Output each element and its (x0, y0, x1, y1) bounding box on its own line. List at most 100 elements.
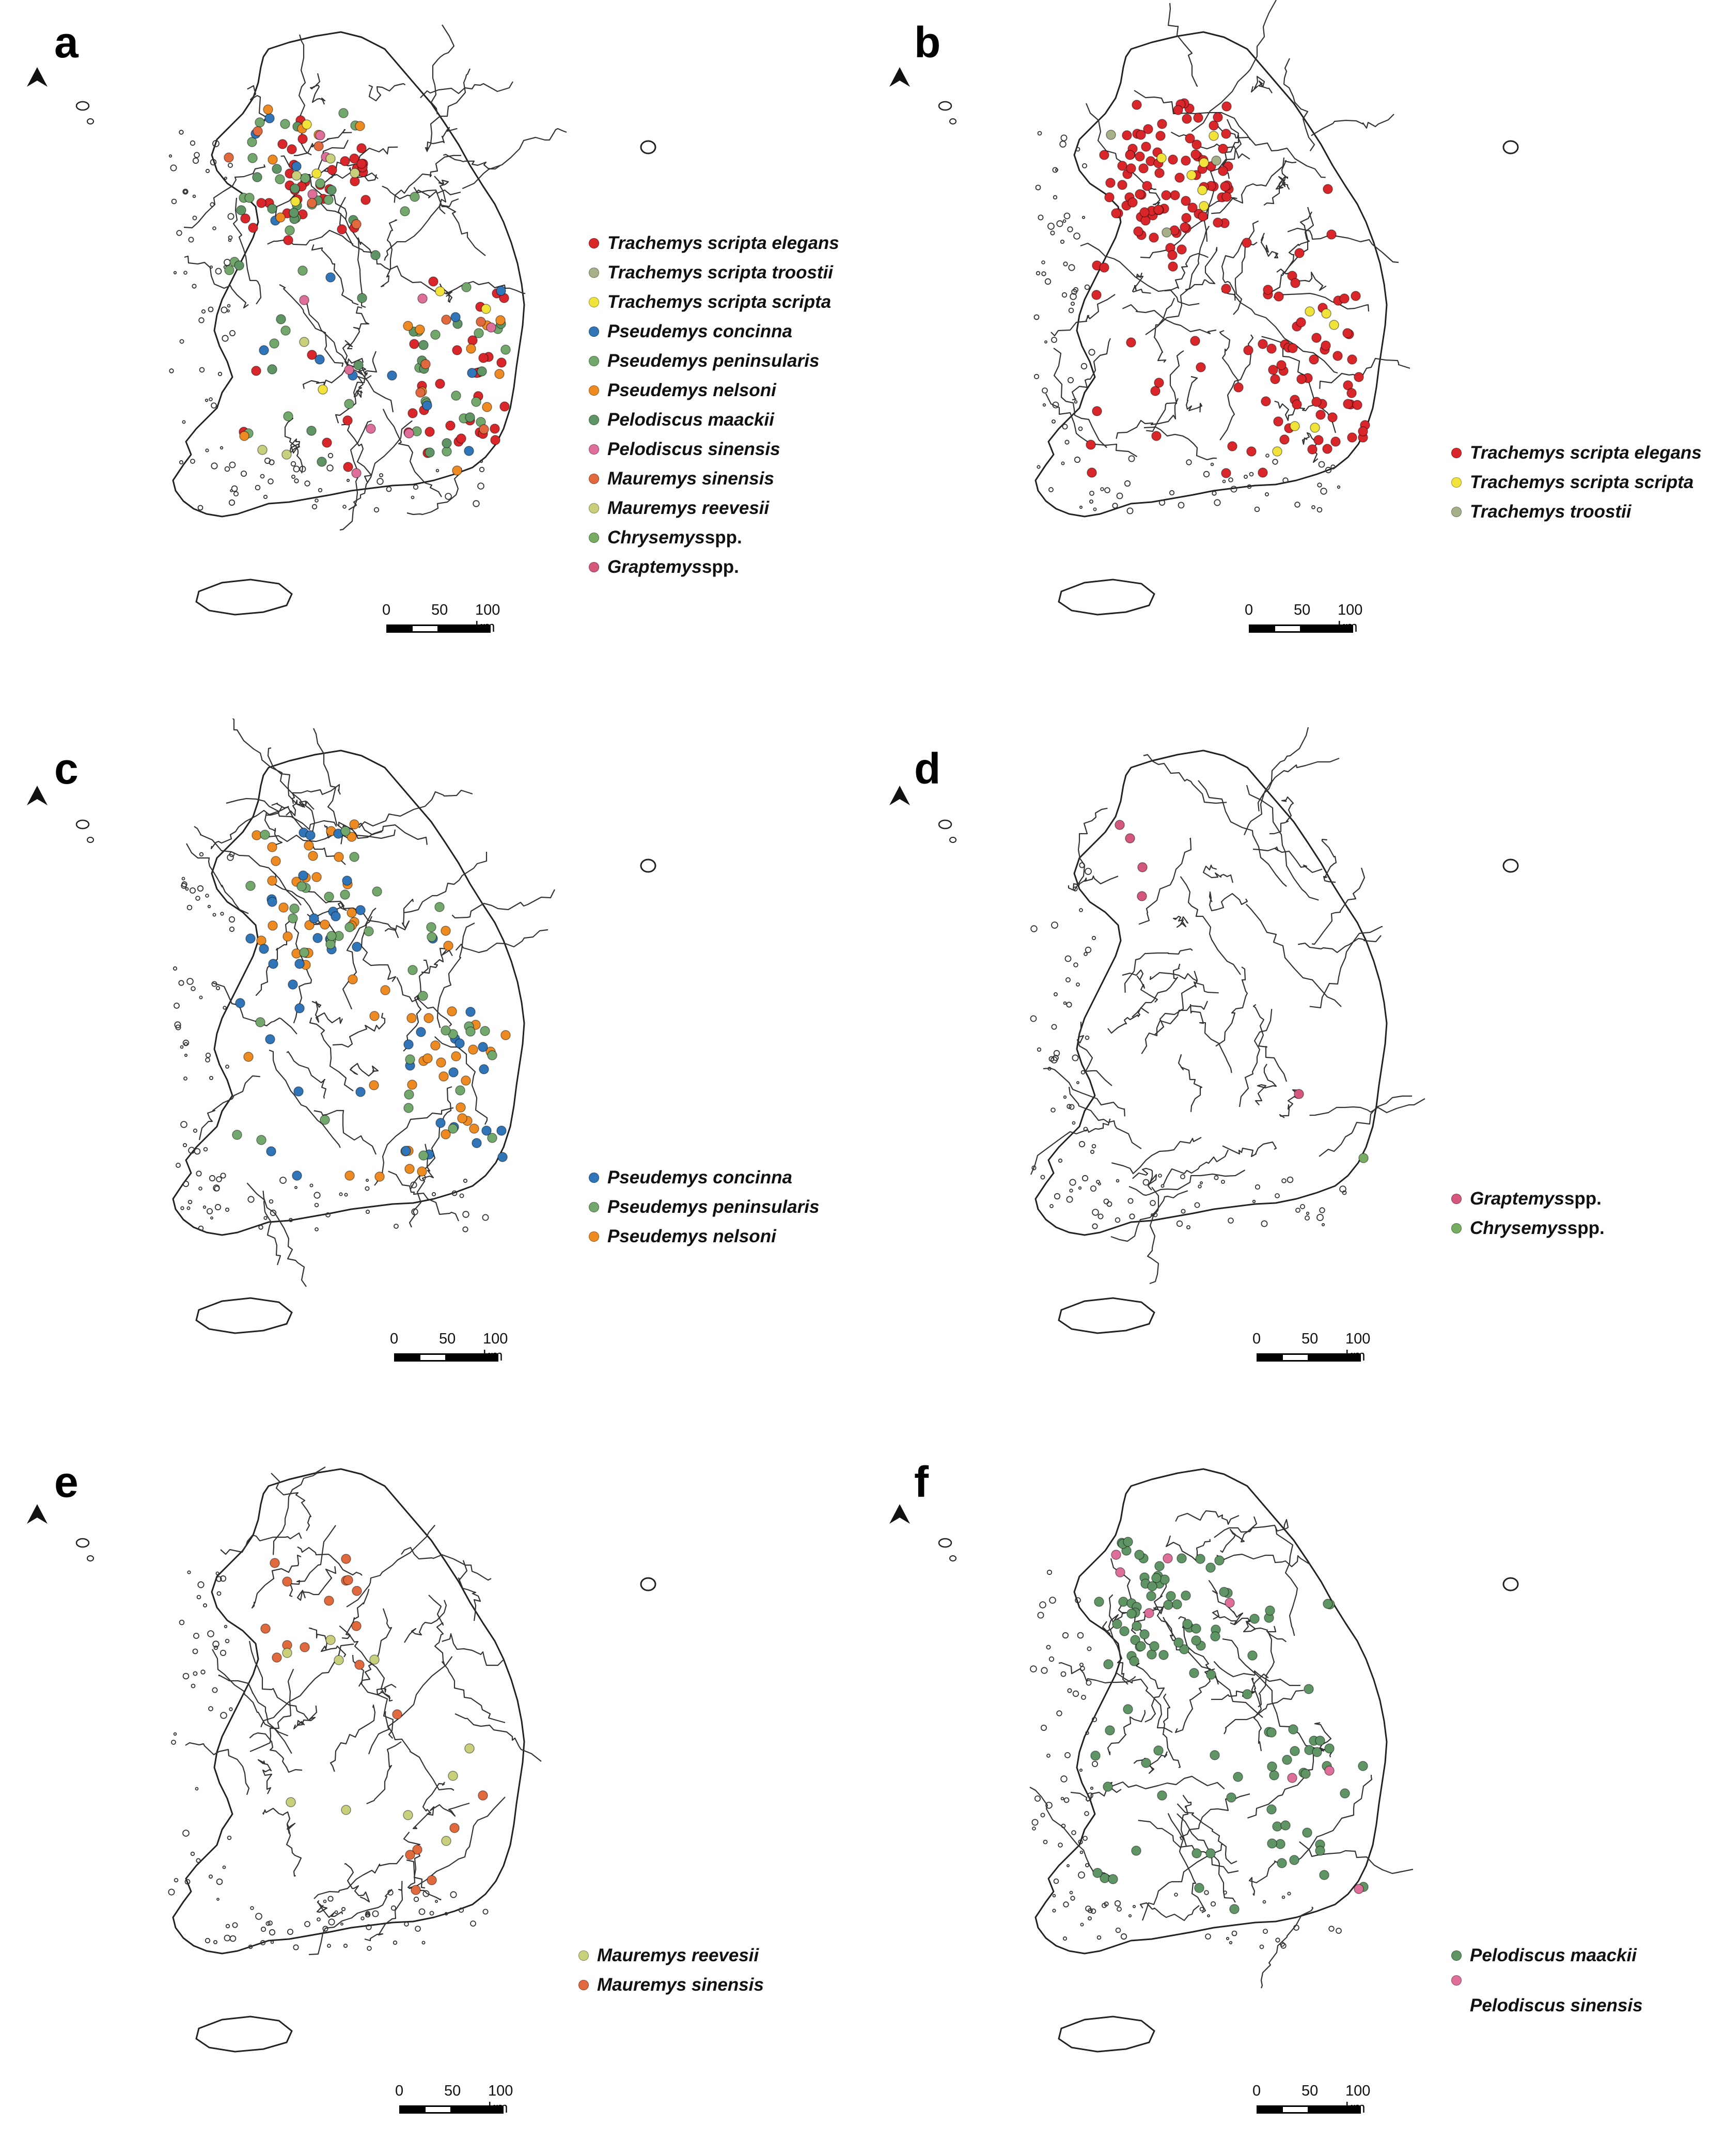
river-line (341, 423, 372, 483)
occurrence-dot (1326, 229, 1337, 240)
legend-label: Pseudemys peninsularis (607, 1196, 820, 1217)
occurrence-dot (400, 206, 410, 216)
island (1043, 1839, 1048, 1845)
occurrence-dot (1242, 238, 1252, 248)
occurrence-dot (311, 168, 322, 179)
occurrence-dot (1125, 150, 1135, 160)
island (1076, 1081, 1079, 1085)
occurrence-dot (1340, 1788, 1350, 1799)
map-svg (27, 1466, 656, 2053)
island (216, 1878, 223, 1885)
island (1342, 1190, 1347, 1195)
occurrence-dot (1330, 436, 1341, 447)
island (938, 819, 952, 830)
river-line (1058, 1662, 1136, 1684)
river-line (339, 1625, 391, 1699)
island (315, 498, 319, 503)
island (1077, 1632, 1084, 1639)
island (479, 459, 483, 463)
island (212, 1687, 218, 1693)
island (1336, 1928, 1342, 1934)
island (949, 1555, 956, 1561)
island (367, 1946, 372, 1951)
island (431, 1192, 436, 1197)
occurrence-dot (291, 161, 302, 171)
occurrence-dot (318, 384, 328, 395)
river-line (198, 1075, 260, 1141)
island (1062, 1936, 1068, 1941)
occurrence-dot (1158, 1650, 1169, 1660)
occurrence-dot (1243, 345, 1253, 355)
island (199, 995, 203, 999)
island-cluster (1033, 131, 1341, 514)
ulleung-island (1502, 140, 1519, 154)
river-line (1122, 304, 1217, 335)
occurrence-dot (487, 1050, 497, 1060)
river-line (1252, 1004, 1288, 1082)
occurrence-dot (283, 411, 293, 421)
island (229, 330, 236, 337)
occurrence-dot (1296, 374, 1307, 384)
occurrence-dot (387, 370, 397, 381)
occurrence-dot (283, 235, 293, 245)
legend: Trachemys scripta elegans Trachemys scri… (1451, 438, 1702, 526)
island (1249, 472, 1254, 477)
island (346, 478, 350, 482)
island (1325, 466, 1332, 474)
river-line (1177, 1813, 1236, 1903)
occurrence-dot (441, 1129, 451, 1139)
island (279, 1177, 287, 1184)
island (1337, 485, 1341, 489)
occurrence-dot (435, 1118, 446, 1128)
river-line (249, 1668, 294, 1753)
occurrence-dot (352, 942, 362, 952)
occurrence-dot (1329, 320, 1339, 330)
occurrence-dot (342, 876, 352, 886)
island (182, 1143, 187, 1148)
occurrence-dot (410, 192, 420, 202)
occurrence-dot (324, 892, 334, 902)
river-line (1252, 846, 1323, 873)
river-line (1147, 1186, 1159, 1285)
ulleung-island (640, 140, 656, 154)
island (225, 1924, 230, 1929)
island (1067, 1104, 1072, 1109)
island (1207, 1914, 1211, 1918)
occurrence-dot (452, 465, 462, 476)
island (1084, 1811, 1089, 1816)
river-line (1124, 948, 1193, 993)
island (1127, 1198, 1134, 1204)
island (224, 466, 230, 472)
island (1051, 337, 1057, 343)
occurrence-dot (268, 959, 278, 969)
occurrence-dot (263, 104, 273, 115)
river-line (1053, 348, 1107, 448)
river-line (264, 806, 283, 847)
occurrence-dot (454, 1038, 465, 1049)
occurrence-dot (307, 350, 317, 360)
occurrence-dot (1290, 421, 1300, 431)
island (185, 887, 189, 891)
river-line (1215, 966, 1248, 1047)
river-line (382, 409, 442, 497)
occurrence-dot (464, 446, 474, 456)
island (1060, 1775, 1068, 1783)
legend-item: Pelodiscus maackii (1451, 1941, 1643, 1970)
island (462, 1226, 468, 1232)
island (1282, 477, 1289, 483)
river-line (1162, 1693, 1181, 1769)
panel-label: d (914, 744, 941, 793)
river-line (376, 1683, 397, 1702)
occurrence-dot (348, 974, 358, 985)
island (1053, 1050, 1060, 1057)
occurrence-dot (464, 1743, 475, 1754)
island (1051, 921, 1058, 929)
occurrence-dot (1311, 397, 1322, 407)
legend-item: Pseudemys peninsularis (589, 1192, 819, 1222)
river-line (353, 375, 372, 398)
river-line (1068, 1086, 1142, 1149)
occurrence-dot (500, 345, 511, 355)
occurrence-dot (1125, 833, 1135, 843)
occurrence-dot (1354, 372, 1364, 382)
island (192, 215, 197, 221)
